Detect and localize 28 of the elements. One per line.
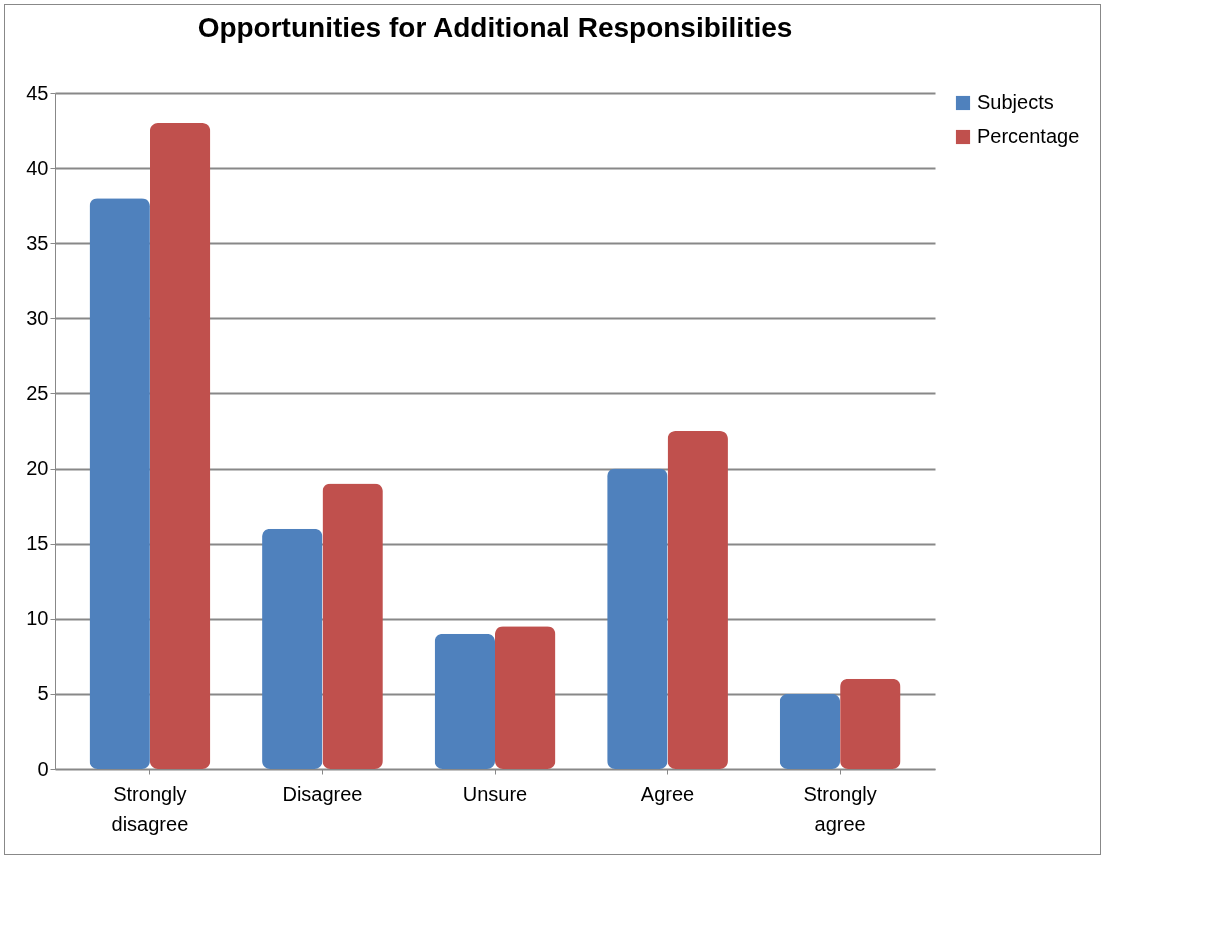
bar [607, 468, 668, 769]
y-tick-label: 45 [26, 81, 49, 104]
x-tick-label: Strongly disagree [111, 782, 189, 835]
y-tick-label: 0 [37, 757, 49, 780]
bar [840, 678, 901, 769]
x-tick-label: Strongly agree [803, 782, 877, 835]
bar [667, 431, 728, 769]
y-tick-label: 10 [26, 607, 49, 630]
bar [779, 693, 841, 769]
y-tick-label: 30 [26, 306, 49, 329]
x-tick-label: Agree [640, 782, 695, 805]
bar [262, 528, 323, 769]
bar [89, 198, 150, 769]
x-tick-label: Disagree [282, 782, 363, 805]
y-tick-label: 25 [26, 381, 49, 404]
bar [495, 626, 556, 769]
y-tick-label: 5 [37, 682, 49, 705]
chart-title: Opportunities for Additional Responsibilities [197, 12, 793, 43]
bar [322, 483, 383, 769]
y-tick-label: 15 [26, 532, 49, 555]
bar [149, 123, 211, 769]
x-tick-label: Unsure [462, 782, 528, 805]
legend-label: Subjects [977, 91, 1054, 113]
y-tick-label: 35 [26, 231, 49, 254]
y-tick-label: 20 [26, 457, 49, 480]
bar [434, 633, 495, 769]
y-tick-label: 40 [26, 156, 49, 179]
legend-label: Percentage [977, 125, 1080, 147]
